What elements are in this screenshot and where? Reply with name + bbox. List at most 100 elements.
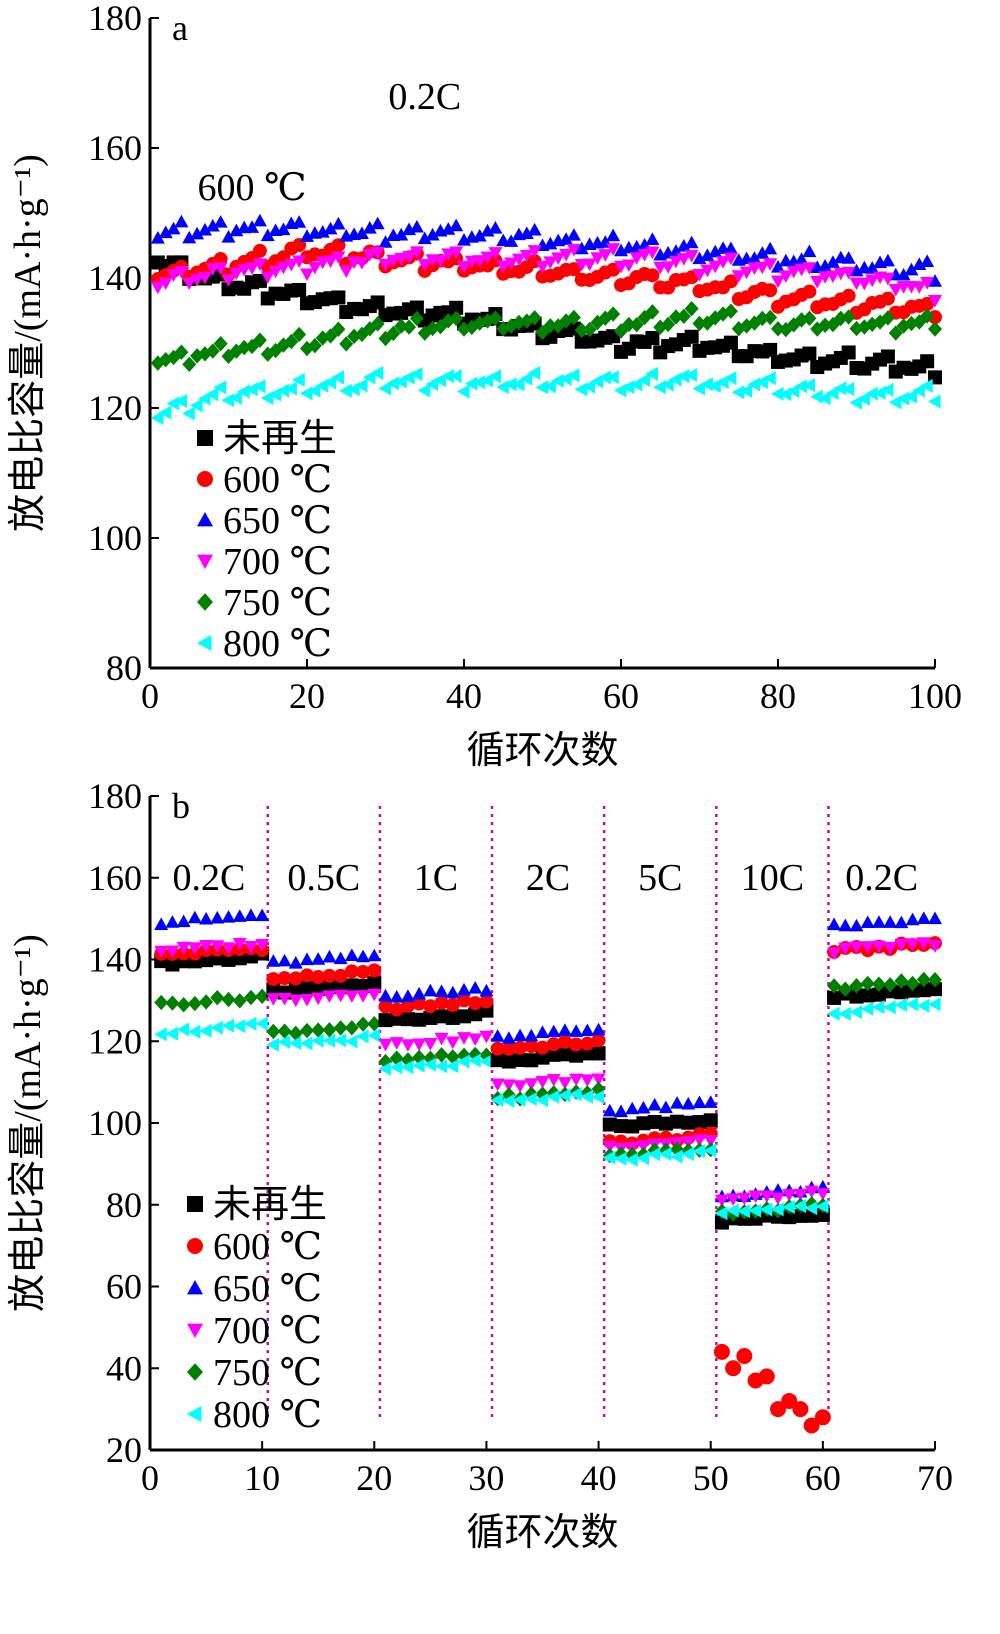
- b-data-point: [199, 940, 214, 953]
- a-data-point: [928, 394, 941, 409]
- b-x-tick-label: 50: [693, 1458, 729, 1498]
- b-data-point: [602, 1150, 616, 1165]
- a-data-point: [221, 274, 236, 287]
- b-data-point: [894, 938, 909, 952]
- a-data-point: [888, 325, 903, 341]
- b-data-point: [243, 940, 258, 954]
- b-data-point: [367, 1028, 380, 1043]
- b-data-point: [389, 990, 404, 1003]
- b-data-point: [860, 1001, 874, 1016]
- a-data-point: [723, 303, 738, 319]
- b-data-point: [546, 1089, 560, 1104]
- a-data-point: [213, 335, 228, 352]
- b-rate-label-4: 5C: [638, 857, 682, 899]
- b-data-point: [400, 989, 415, 1002]
- b-data-point: [535, 1093, 549, 1108]
- a-data-point: [857, 391, 870, 406]
- b-data-point: [210, 910, 225, 924]
- b-data-point: [569, 1073, 584, 1087]
- a-data-point: [645, 268, 660, 283]
- a-data-point: [598, 249, 613, 262]
- a-data-point: [645, 304, 660, 320]
- b-segment-3-series-2: [490, 1022, 606, 1044]
- b-segment-1-series-4: [266, 1016, 382, 1042]
- a-data-point: [841, 288, 856, 303]
- a-data-point: [747, 377, 761, 392]
- b-data-point: [277, 1035, 291, 1050]
- b-data-point: [243, 908, 258, 922]
- a-data-point: [409, 219, 424, 233]
- b-data-point: [490, 1041, 505, 1056]
- a-data-point: [519, 371, 533, 386]
- b-data-point: [636, 1140, 651, 1153]
- a-data-point: [205, 387, 219, 402]
- b-data-point: [356, 949, 371, 963]
- b-data-point: [793, 1198, 807, 1213]
- a-y-tick-label: 180: [88, 0, 142, 38]
- a-data-point: [551, 252, 566, 265]
- a-data-point: [425, 227, 440, 241]
- b-data-point: [154, 917, 169, 930]
- a-data-point: [771, 259, 785, 273]
- b-data-point: [221, 1018, 235, 1033]
- b-data-point: [557, 1088, 571, 1103]
- b-data-point: [154, 1027, 167, 1042]
- b-data-point: [445, 1036, 460, 1050]
- a-data-point: [237, 384, 250, 399]
- b-data-point: [479, 1047, 494, 1063]
- a-data-point: [676, 253, 691, 266]
- b-rate-label-6: 0.2C: [845, 857, 918, 899]
- b-data-point: [883, 1000, 896, 1015]
- b-data-point: [300, 968, 314, 983]
- a-data-point: [661, 377, 674, 392]
- b-data-point: [860, 988, 875, 1003]
- b-segment-1-series-3: [266, 988, 382, 1008]
- a-data-point: [519, 226, 534, 239]
- a-data-point: [386, 325, 401, 342]
- a-data-point: [417, 259, 432, 272]
- a-data-point: [354, 378, 368, 393]
- b-data-point: [333, 968, 348, 983]
- a-data-point: [708, 260, 723, 274]
- b-data-point: [905, 975, 920, 992]
- b-data-point: [445, 997, 460, 1012]
- b-data-point: [625, 1152, 638, 1167]
- b-legend-label-4: 750 ℃: [213, 1352, 322, 1394]
- b-data-point: [445, 1059, 459, 1074]
- a-data-point: [488, 221, 503, 234]
- a-data-point: [825, 255, 840, 268]
- b-data-point: [367, 963, 382, 978]
- a-data-point: [684, 235, 699, 249]
- b-segment-6-series-3: [827, 937, 942, 961]
- b-data-point: [400, 1060, 414, 1075]
- a-series-5: [150, 365, 941, 425]
- b-data-point: [871, 976, 886, 992]
- b-data-point: [580, 1074, 595, 1087]
- b-data-point: [513, 1053, 528, 1068]
- a-data-point: [511, 377, 525, 392]
- b-legend-label-1: 600 ℃: [213, 1226, 322, 1268]
- a-data-point: [292, 255, 307, 268]
- b-data-point: [569, 1024, 584, 1037]
- a-data-point: [323, 221, 338, 235]
- b-data-point: [412, 1049, 427, 1066]
- b-data-point: [591, 1089, 605, 1104]
- a-data-point: [692, 315, 707, 332]
- a-data-point: [723, 274, 738, 289]
- b-data-point: [849, 977, 864, 994]
- b-data-point: [255, 988, 270, 1005]
- a-data-point: [559, 248, 574, 262]
- a-data-point: [920, 354, 935, 369]
- b-x-tick-label: 10: [244, 1458, 280, 1498]
- b-data-point: [165, 995, 180, 1011]
- b-data-point: [457, 993, 471, 1008]
- b-data-point: [266, 1037, 279, 1052]
- a-y-tick-label: 160: [88, 128, 142, 168]
- b-rate-label-5: 10C: [741, 857, 804, 899]
- a-data-point: [763, 342, 778, 357]
- b-data-point: [546, 1024, 561, 1038]
- b-data-point: [468, 981, 483, 994]
- a-data-point: [818, 258, 833, 272]
- b-data-point: [501, 1041, 516, 1056]
